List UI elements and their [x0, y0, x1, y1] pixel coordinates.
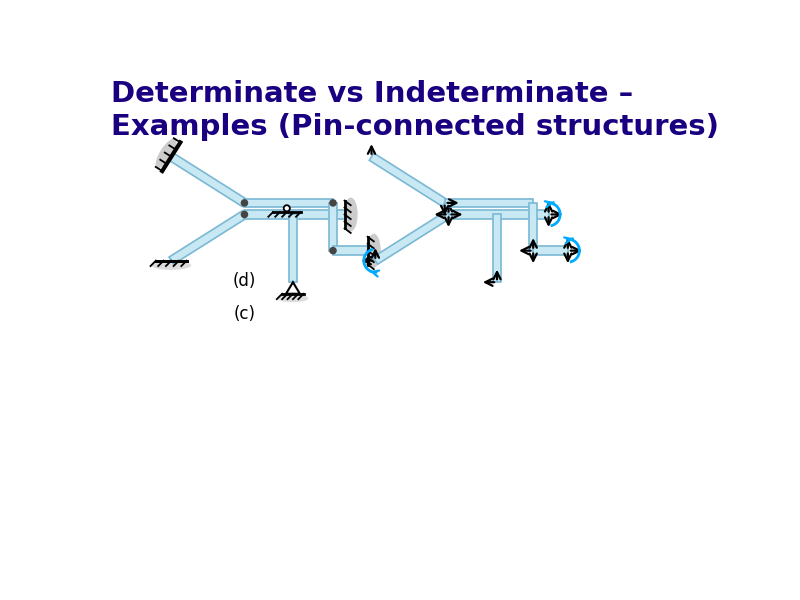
- Circle shape: [284, 205, 290, 211]
- Polygon shape: [529, 203, 538, 251]
- Ellipse shape: [156, 139, 177, 168]
- Polygon shape: [534, 247, 568, 255]
- Circle shape: [330, 200, 336, 206]
- Text: Determinate vs Indeterminate –
Examples (Pin-connected structures): Determinate vs Indeterminate – Examples …: [111, 80, 719, 141]
- Ellipse shape: [151, 260, 191, 270]
- Polygon shape: [169, 153, 246, 206]
- Text: (d): (d): [233, 272, 256, 290]
- Polygon shape: [329, 203, 338, 251]
- Polygon shape: [245, 199, 333, 207]
- Polygon shape: [245, 210, 345, 218]
- Ellipse shape: [367, 233, 381, 268]
- Polygon shape: [289, 214, 297, 282]
- Ellipse shape: [344, 197, 358, 232]
- Polygon shape: [493, 214, 502, 282]
- Ellipse shape: [278, 295, 308, 302]
- Polygon shape: [169, 211, 246, 264]
- Circle shape: [330, 248, 336, 254]
- Polygon shape: [449, 210, 549, 218]
- Text: (c): (c): [234, 305, 255, 323]
- Polygon shape: [370, 153, 447, 206]
- Circle shape: [242, 211, 247, 218]
- Polygon shape: [333, 247, 368, 255]
- Polygon shape: [373, 211, 450, 264]
- Circle shape: [242, 200, 247, 206]
- Polygon shape: [445, 199, 534, 207]
